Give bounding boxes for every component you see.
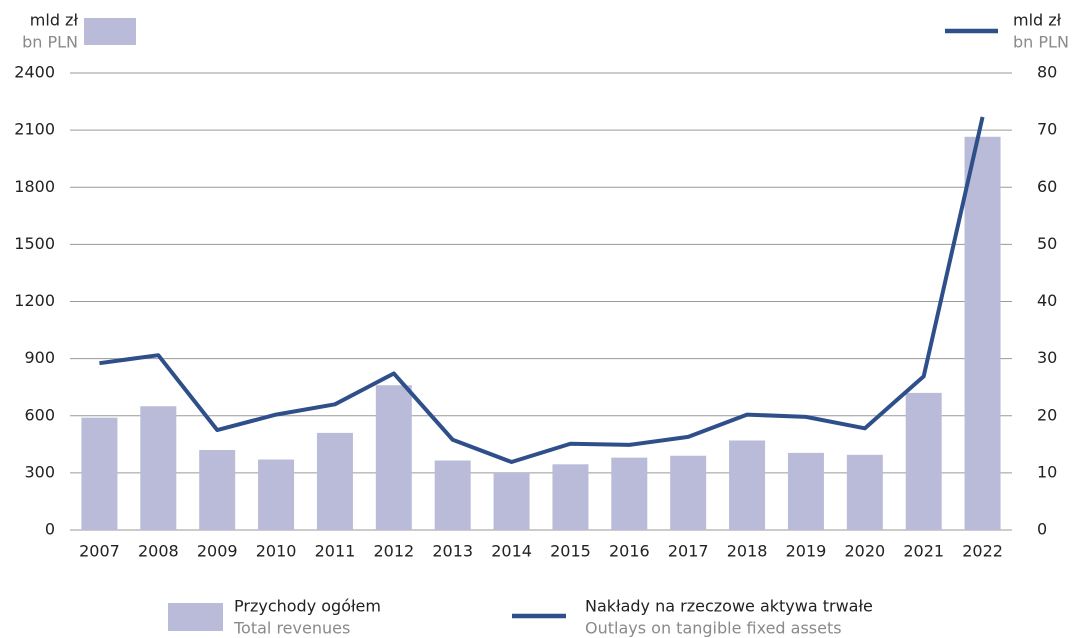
x-tick-label: 2019	[786, 542, 827, 561]
bar	[199, 450, 236, 530]
bar	[787, 452, 824, 530]
x-tick-label: 2021	[903, 542, 944, 561]
y2-tick-label: 80	[1037, 63, 1057, 82]
bar	[670, 455, 707, 530]
x-tick-label: 2022	[962, 542, 1003, 561]
legend-label: Nakłady na rzeczowe aktywa trwałe	[585, 597, 873, 616]
y-unit: mld zł	[30, 11, 79, 30]
y2-tick-label: 20	[1037, 405, 1057, 424]
y-tick-label: 900	[24, 348, 55, 367]
y-tick-label: 300	[24, 462, 55, 481]
y2-unit: mld zł	[1013, 11, 1062, 30]
y2-tick-label: 0	[1037, 520, 1047, 539]
y2-tick-label: 10	[1037, 462, 1057, 481]
bar	[375, 385, 412, 530]
bar	[434, 460, 471, 530]
y-tick-label: 2400	[14, 63, 55, 82]
y-tick-label: 1500	[14, 234, 55, 253]
y2-tick-label: 60	[1037, 177, 1057, 196]
y-unit-en: bn PLN	[22, 33, 78, 52]
bar	[964, 136, 1001, 530]
x-tick-label: 2007	[79, 542, 120, 561]
y-tick-label: 1800	[14, 177, 55, 196]
legend-label: Przychody ogółem	[234, 597, 381, 616]
bar	[258, 459, 295, 530]
bar	[611, 457, 648, 530]
legend-swatch	[168, 603, 223, 631]
x-tick-label: 2020	[844, 542, 885, 561]
x-tick-label: 2009	[197, 542, 238, 561]
bar	[81, 417, 118, 530]
y2-tick-label: 30	[1037, 348, 1057, 367]
x-tick-label: 2017	[668, 542, 709, 561]
y2-tick-label: 40	[1037, 291, 1057, 310]
x-tick-label: 2008	[138, 542, 179, 561]
bar	[552, 464, 589, 530]
y-tick-label: 600	[24, 405, 55, 424]
y-tick-label: 1200	[14, 291, 55, 310]
line	[99, 116, 985, 465]
bar	[493, 472, 530, 530]
bar	[905, 392, 942, 530]
x-tick-label: 2015	[550, 542, 591, 561]
x-tick-label: 2013	[432, 542, 473, 561]
y2-tick-label: 70	[1037, 120, 1057, 139]
y2-unit-en: bn PLN	[1013, 33, 1069, 52]
x-tick-label: 2016	[609, 542, 650, 561]
x-tick-label: 2018	[727, 542, 768, 561]
bar	[316, 432, 353, 530]
bar	[846, 454, 883, 530]
y2-tick-label: 50	[1037, 234, 1057, 253]
y-tick-label: 0	[45, 520, 55, 539]
y-tick-label: 2100	[14, 120, 55, 139]
bar	[729, 440, 766, 530]
legend-label-en: Outlays on tangible fixed assets	[585, 619, 842, 638]
x-tick-label: 2012	[373, 542, 414, 561]
x-tick-label: 2011	[315, 542, 356, 561]
legend-label-en: Total revenues	[233, 619, 350, 638]
x-tick-label: 2010	[256, 542, 297, 561]
x-tick-label: 2014	[491, 542, 532, 561]
bar	[140, 406, 177, 530]
legend-swatch	[84, 18, 136, 45]
